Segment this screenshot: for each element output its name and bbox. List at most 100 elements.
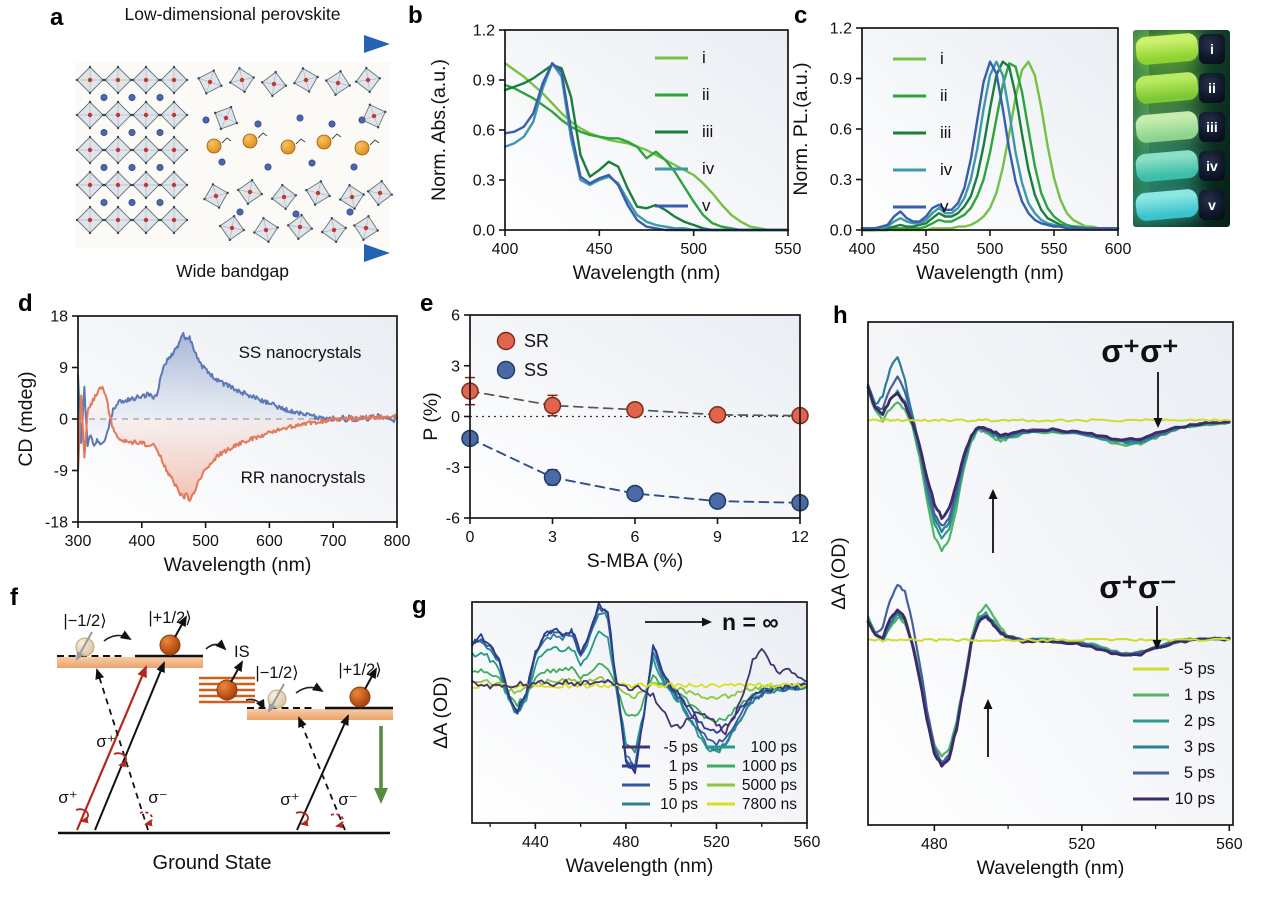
circular-polarization-icon-dashed [330,813,344,829]
svg-text:6: 6 [631,529,640,546]
intermediate-state-sphere [216,679,238,701]
svg-text:0.6: 0.6 [473,123,495,140]
svg-text:0.9: 0.9 [830,71,852,88]
vial-cap: iii [1199,112,1225,142]
svg-text:1 ps: 1 ps [669,758,699,775]
svg-text:560: 560 [1216,836,1243,853]
panel-label-c: c [794,2,808,29]
svg-text:SS nanocrystals: SS nanocrystals [239,343,362,362]
svg-text:iii: iii [940,123,951,142]
allowed-transition-arrow [94,661,165,831]
svg-text:450: 450 [586,241,613,258]
vial-body [1134,110,1200,144]
svg-text:iv: iv [702,159,715,178]
spin-up-arrow-icon [364,667,377,690]
svg-text:SR: SR [524,331,549,351]
svg-text:700: 700 [320,533,347,550]
svg-text:5000 ps: 5000 ps [742,777,797,794]
svg-text:0.0: 0.0 [473,223,495,240]
svg-text:0.3: 0.3 [473,173,495,190]
chart-h: 480 520 560 Wavelength (nm) ΔA (OD) -5 ps 1 ps… [828,321,1243,879]
panel-label-d: d [18,290,33,317]
svg-text:SS: SS [524,360,548,380]
svg-text:600: 600 [1105,241,1132,258]
circular-polarization-icon [113,752,127,768]
panel-label-h: h [833,302,848,329]
svg-text:7800 ns: 7800 ns [742,796,797,813]
svg-text:Norm. Abs.(a.u.): Norm. Abs.(a.u.) [428,59,450,201]
vial-label: i [1210,41,1214,57]
svg-text:-5 ps: -5 ps [664,739,699,756]
svg-text:400: 400 [849,241,876,258]
spin-up-arrow-icon [174,615,187,638]
svg-text:560: 560 [794,834,821,851]
vial-v: v [1134,188,1228,224]
chart-g: 440 480 520 560 Wavelength (nm) ΔA (OD) -5 ps 1… [430,601,821,877]
svg-text:-3: -3 [446,460,460,477]
svg-text:0.6: 0.6 [830,122,852,139]
spin-flip-arrow-icon [295,682,324,694]
vial-cap: ii [1199,73,1225,103]
vial-body [1134,32,1200,66]
circular-polarization-icon-dashed [139,811,153,827]
svg-text:400: 400 [128,533,155,550]
vial-ii: ii [1134,71,1228,107]
svg-text:520: 520 [703,834,730,851]
panel-a-title: Low-dimensional perovskite [124,4,341,24]
vial-photo: i ii iii iv v [1133,30,1230,227]
vial-iii: iii [1134,110,1228,146]
spin-flip-arrow-icon [103,630,132,642]
state-label: |+1/2⟩ [148,609,191,627]
circular-polarization-icon [75,808,89,824]
forbidden-transition-arrow [95,668,149,831]
pale-exciton-sphere [267,689,287,709]
svg-text:18: 18 [50,309,68,326]
svg-text:440: 440 [522,834,549,851]
svg-text:0.9: 0.9 [473,73,495,90]
vial-body [1134,71,1200,105]
svg-text:5 ps: 5 ps [669,777,699,794]
svg-text:1.2: 1.2 [473,23,495,40]
svg-text:800: 800 [384,533,411,550]
state-label: |+1/2⟩ [338,661,381,679]
spin-up-arrow-icon [230,660,243,683]
svg-text:500: 500 [977,241,1004,258]
svg-text:0: 0 [451,409,460,426]
vial-label: iii [1206,119,1218,135]
svg-text:0: 0 [59,412,68,429]
chart-e: 0 3 6 9 12 -6 -3 0 3 6 S-MBA (%) P (%) SR SS [420,308,809,573]
sigma-label: σ⁻ [338,790,357,809]
svg-text:480: 480 [921,836,948,853]
state-label: |−1/2⟩ [255,664,298,682]
is-label: IS [234,643,250,661]
svg-text:1000 ps: 1000 ps [742,758,797,775]
svg-text:300: 300 [65,533,92,550]
svg-text:450: 450 [913,241,940,258]
svg-text:v: v [940,197,949,216]
svg-text:ΔA (OD): ΔA (OD) [828,537,850,610]
lower-exciton-band [247,709,393,720]
svg-text:-18: -18 [45,515,68,532]
svg-text:0: 0 [466,529,475,546]
allowed-transition-arrow [296,714,349,831]
svg-text:CD (mdeg): CD (mdeg) [15,371,37,466]
vial-iv: iv [1134,149,1228,185]
vial-i: i [1134,32,1228,68]
vial-cap: iv [1199,151,1225,181]
svg-text:5 ps: 5 ps [1184,764,1215,782]
orange-exciton-sphere [349,686,371,708]
svg-text:9: 9 [59,360,68,377]
orange-exciton-sphere [159,634,181,656]
svg-text:S-MBA (%): S-MBA (%) [587,550,683,572]
vial-label: ii [1208,80,1216,96]
svg-text:i: i [940,49,944,68]
svg-text:v: v [702,196,711,215]
upper-exciton-band [57,657,203,668]
energy-level-diagram: Ground State |−1/2⟩ |+1/2⟩ IS |−1/2⟩ |+1… [57,609,393,874]
circular-polarization-icon [295,811,309,827]
sigma-label: σ⁺ [96,732,115,751]
svg-text:σ⁺σ⁺: σ⁺σ⁺ [1101,333,1179,369]
svg-text:2 ps: 2 ps [1184,712,1215,730]
svg-text:6: 6 [451,308,460,325]
